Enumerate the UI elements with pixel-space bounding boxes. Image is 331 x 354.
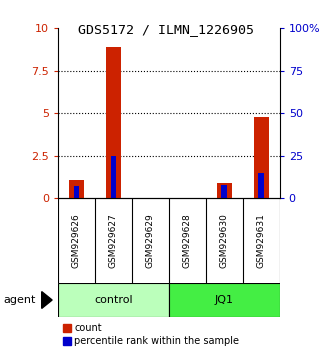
Text: control: control (94, 295, 133, 305)
Bar (259, 173, 264, 198)
Text: GSM929630: GSM929630 (220, 213, 229, 268)
Legend: count, percentile rank within the sample: count, percentile rank within the sample (63, 324, 239, 346)
Text: GDS5172 / ILMN_1226905: GDS5172 / ILMN_1226905 (77, 23, 254, 36)
Text: JQ1: JQ1 (215, 295, 234, 305)
Text: GSM929631: GSM929631 (257, 213, 266, 268)
Text: GSM929627: GSM929627 (109, 213, 118, 268)
Bar (254, 117, 269, 198)
Text: GSM929628: GSM929628 (183, 213, 192, 268)
Bar (106, 47, 121, 198)
FancyBboxPatch shape (169, 283, 280, 317)
Polygon shape (42, 292, 52, 308)
Bar (111, 156, 116, 198)
Text: GSM929626: GSM929626 (72, 213, 81, 268)
Bar (221, 185, 227, 198)
Bar (217, 183, 232, 198)
Bar (73, 186, 79, 198)
Bar (69, 179, 84, 198)
Text: agent: agent (3, 295, 36, 305)
Text: GSM929629: GSM929629 (146, 213, 155, 268)
FancyBboxPatch shape (58, 283, 169, 317)
